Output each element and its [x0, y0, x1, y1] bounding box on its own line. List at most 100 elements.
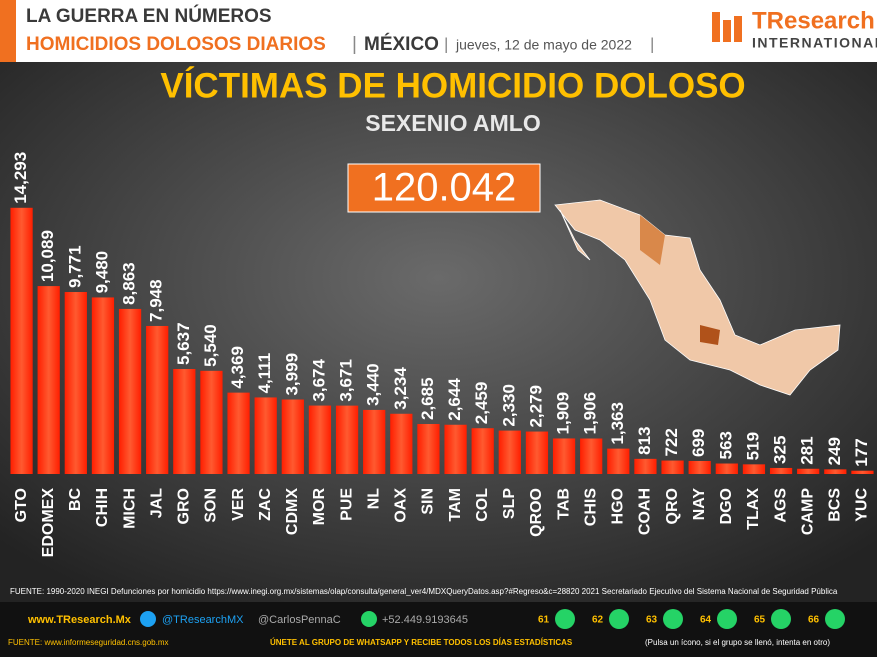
bar [227, 392, 250, 474]
group-number: 63 [646, 615, 658, 626]
value-label: 4,369 [228, 346, 247, 389]
whatsapp-group[interactable] [609, 609, 629, 629]
x-tick-label: BC [67, 488, 84, 512]
value-label: 3,999 [282, 353, 301, 396]
bar [335, 405, 359, 474]
x-tick-label: NL [365, 488, 382, 510]
bar [173, 369, 196, 474]
x-tick-label: QRO [664, 488, 681, 524]
value-label: 4,111 [255, 353, 274, 394]
value-label: 1,909 [554, 392, 573, 435]
whatsapp-group[interactable] [771, 609, 791, 629]
bar [715, 463, 738, 474]
bar [661, 460, 684, 474]
x-tick-label: SON [203, 488, 220, 523]
group-number: 65 [754, 615, 766, 626]
value-label: 3,671 [337, 359, 356, 402]
source: FUENTE: 1990-2020 INEGI Defunciones por … [10, 587, 838, 596]
bar [607, 448, 630, 474]
map-state [700, 325, 720, 345]
logo-bar [734, 16, 742, 42]
value-label: 281 [798, 436, 817, 464]
x-tick-label: TAB [555, 488, 572, 520]
x-tick-label: CAMP [799, 488, 816, 535]
x-tick-label: SIN [420, 488, 437, 515]
whatsapp-icon [361, 611, 377, 627]
bar [390, 413, 413, 474]
twitter-icon [140, 611, 156, 627]
bar [64, 292, 87, 474]
bar [742, 464, 766, 474]
x-tick-label: NAY [691, 488, 708, 521]
x-tick-label: GRO [176, 488, 193, 524]
x-tick-label: CHIH [94, 488, 111, 527]
footer-twitter2[interactable]: @CarlosPennaC [258, 614, 341, 626]
bar [769, 467, 793, 474]
bar [200, 370, 223, 474]
value-label: 14,293 [11, 152, 30, 204]
chart-subtitle: SEXENIO AMLO [365, 110, 541, 136]
total-box [347, 163, 541, 213]
x-tick-label: JAL [148, 488, 165, 518]
footer-phone: +52.449.9193645 [382, 614, 468, 626]
sep: | [352, 34, 357, 55]
value-label: 813 [635, 426, 654, 454]
group-number: 66 [808, 615, 820, 626]
footer-web[interactable]: www.TResearch.Mx [27, 614, 132, 626]
value-label: 1,363 [608, 402, 627, 445]
x-tick-label: YUC [854, 488, 871, 522]
value-label: 9,771 [65, 245, 84, 288]
group-number: 62 [592, 615, 604, 626]
total-value: 120.042 [372, 166, 517, 210]
chart-title: VÍCTIMAS DE HOMICIDIO DOLOSO [160, 65, 745, 105]
value-label: 1,906 [581, 392, 600, 435]
group-number: 61 [538, 615, 550, 626]
whatsapp-group[interactable] [825, 609, 845, 629]
x-tick-label: OAX [393, 488, 410, 523]
logo-bar [712, 12, 720, 42]
footer-twitter[interactable]: @TResearchMX [162, 614, 244, 626]
value-label: 2,279 [526, 385, 545, 428]
bar [254, 397, 277, 474]
x-tick-label: BCS [827, 488, 844, 522]
whatsapp-group[interactable] [717, 609, 737, 629]
x-tick-label: MICH [121, 488, 138, 529]
value-label: 249 [825, 437, 844, 465]
value-label: 2,330 [499, 384, 518, 427]
whatsapp-group[interactable] [663, 609, 683, 629]
x-tick-label: CHIS [582, 488, 599, 527]
bar [634, 458, 657, 474]
bar [797, 468, 820, 474]
x-tick-label: ZAC [257, 488, 274, 521]
x-tick-label: GTO [13, 488, 30, 522]
bar [10, 207, 33, 474]
bar [688, 460, 711, 474]
x-tick-label: HGO [610, 488, 627, 524]
value-label: 563 [716, 431, 735, 459]
footer-join: ÚNETE AL GRUPO DE WHATSAPP Y RECIBE TODO… [270, 638, 573, 647]
value-label: 5,637 [174, 322, 193, 365]
bar [118, 308, 142, 474]
bar [308, 405, 332, 474]
x-tick-label: QROO [528, 488, 545, 537]
logo-bar [723, 20, 731, 42]
bar [281, 399, 304, 474]
whatsapp-group[interactable] [555, 609, 575, 629]
bar [851, 470, 874, 474]
bar [146, 325, 169, 474]
x-tick-label: VER [230, 488, 247, 521]
map [554, 199, 841, 396]
value-label: 3,234 [391, 367, 410, 410]
value-label: 699 [689, 429, 708, 457]
x-tick-label: TLAX [745, 488, 762, 530]
value-label: 722 [662, 428, 681, 456]
value-label: 2,685 [418, 377, 437, 420]
bar [37, 286, 60, 474]
x-tick-label: PUE [338, 488, 355, 521]
footer-bg [0, 602, 877, 657]
bar [444, 424, 467, 474]
value-label: 8,863 [120, 262, 139, 305]
value-label: 519 [743, 432, 762, 460]
bar [363, 409, 386, 474]
